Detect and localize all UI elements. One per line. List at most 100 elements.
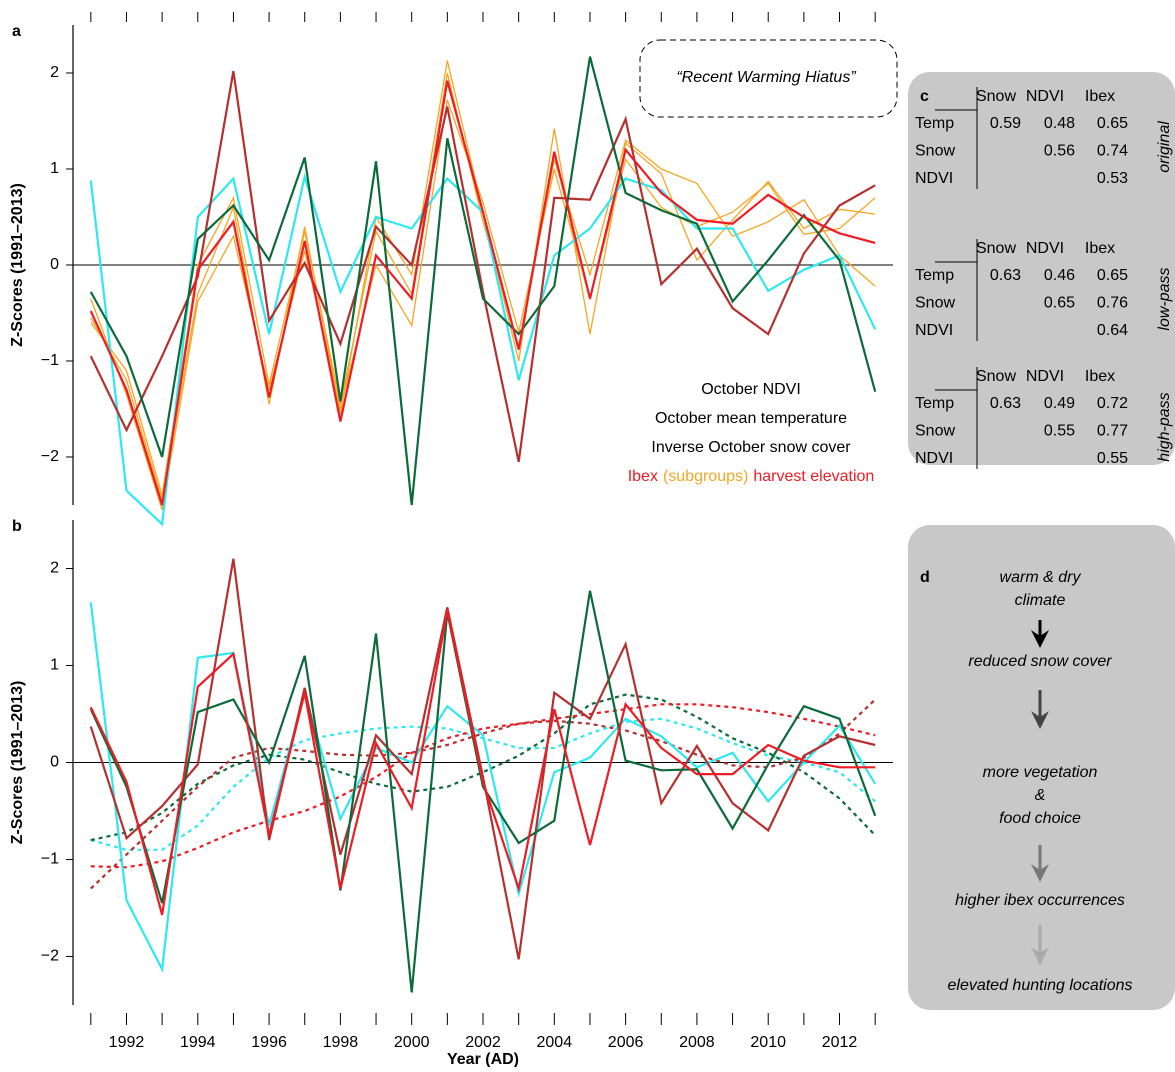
row-label: NDVI (915, 170, 953, 187)
table-cell: 0.65 (1097, 267, 1128, 284)
table-cell: 0.74 (1097, 143, 1128, 160)
block-label: original (1156, 121, 1173, 173)
block-label: low-pass (1156, 267, 1173, 330)
series-line (89, 609, 876, 916)
legend-entry: Ibex (subgroups) harvest elevation (628, 468, 875, 485)
step-text: food choice (999, 810, 1081, 827)
column-header: Ibex (1085, 88, 1115, 105)
y-tick-label: 2 (50, 560, 59, 577)
subgroup-line (90, 60, 876, 501)
annotation: “Recent Warming Hiatus” (676, 69, 856, 86)
y-tick-label: 2 (50, 64, 59, 81)
column-header: Ibex (1085, 368, 1115, 385)
table-cell: 0.63 (990, 395, 1021, 412)
table-cell: 0.46 (1044, 267, 1075, 284)
table-cell: 0.72 (1097, 395, 1128, 412)
x-tick-label: 2010 (750, 1034, 786, 1051)
legend-entry: October NDVI (701, 381, 801, 398)
panel-label: b (12, 518, 22, 535)
series-line (89, 558, 876, 960)
x-axis-label: Year (AD) (447, 1051, 519, 1067)
x-tick-label: 1994 (180, 1034, 216, 1051)
series-line (89, 602, 877, 973)
x-tick-label: 2012 (822, 1034, 858, 1051)
table-cell: 0.55 (1097, 450, 1128, 467)
step-text: elevated hunting locations (947, 977, 1132, 994)
y-axis-label: Z-Scores (1991–2013) (9, 183, 26, 347)
table-cell: 0.55 (1044, 423, 1075, 440)
y-tick-label: −1 (41, 851, 59, 868)
legend-entry: October mean temperature (655, 410, 847, 427)
column-header: NDVI (1026, 368, 1064, 385)
trend-line (90, 698, 876, 890)
x-tick-label: 1996 (251, 1034, 287, 1051)
series-line (89, 56, 877, 506)
column-header: NDVI (1026, 240, 1064, 257)
x-tick-label: 2000 (394, 1034, 430, 1051)
legend-text: (subgroups) (663, 468, 748, 485)
legend-text: harvest elevation (753, 468, 874, 485)
column-header: Snow (976, 368, 1016, 385)
y-tick-label: −2 (41, 448, 59, 465)
table-cell: 0.65 (1097, 115, 1128, 132)
arrow-head (1031, 711, 1049, 729)
arrow-head (1031, 630, 1049, 648)
row-label: Temp (915, 115, 954, 132)
table-panel (908, 72, 1175, 465)
table-cell: 0.53 (1097, 170, 1128, 187)
column-header: Snow (976, 240, 1016, 257)
table-cell: 0.76 (1097, 295, 1128, 312)
y-tick-label: −1 (41, 352, 59, 369)
table-cell: 0.56 (1044, 143, 1075, 160)
arrow-head (1031, 947, 1049, 965)
row-label: Temp (915, 395, 954, 412)
table-cell: 0.48 (1044, 115, 1075, 132)
y-tick-label: −2 (41, 948, 59, 965)
y-tick-label: 0 (50, 256, 59, 273)
column-header: NDVI (1026, 88, 1064, 105)
block-label: high-pass (1156, 392, 1173, 461)
x-tick-label: 2008 (679, 1034, 715, 1051)
y-tick-label: 1 (50, 657, 59, 674)
legend-entry: Inverse October snow cover (651, 439, 851, 456)
step-text: & (1035, 787, 1046, 804)
series-line (89, 80, 876, 506)
annotation-box (639, 39, 898, 118)
arrow-head (1031, 864, 1049, 882)
y-axis-label: Z-Scores (1991–2013) (9, 681, 26, 845)
series-line (89, 70, 876, 463)
x-tick-label: 1992 (109, 1034, 145, 1051)
row-label: Snow (915, 423, 955, 440)
x-tick-label: 2004 (537, 1034, 573, 1051)
step-text: reduced snow cover (968, 653, 1112, 670)
table-cell: 0.77 (1097, 423, 1128, 440)
column-header: Snow (976, 88, 1016, 105)
step-text: warm & dry (1000, 569, 1082, 586)
table-cell: 0.59 (990, 115, 1021, 132)
panel-label: c (920, 88, 929, 105)
y-tick-label: 1 (50, 160, 59, 177)
row-label: NDVI (915, 322, 953, 339)
x-tick-label: 2006 (608, 1034, 644, 1051)
row-label: NDVI (915, 450, 953, 467)
arrows (1031, 620, 1049, 965)
x-tick-label: 2002 (465, 1034, 501, 1051)
row-label: Snow (915, 295, 955, 312)
subgroup-line (90, 72, 876, 496)
legend-text: Ibex (628, 468, 658, 485)
step-text: higher ibex occurrences (955, 892, 1125, 909)
diagram-panel (908, 525, 1175, 1010)
row-label: Snow (915, 143, 955, 160)
table-cell: 0.49 (1044, 395, 1075, 412)
table-cell: 0.63 (990, 267, 1021, 284)
table-cell: 0.64 (1097, 322, 1128, 339)
y-tick-label: 0 (50, 754, 59, 771)
step-text: climate (1015, 592, 1066, 609)
row-label: Temp (915, 267, 954, 284)
series-line (89, 590, 877, 993)
panel-label: d (920, 569, 930, 586)
column-header: Ibex (1085, 240, 1115, 257)
table-cell: 0.65 (1044, 295, 1075, 312)
step-text: more vegetation (983, 764, 1098, 781)
